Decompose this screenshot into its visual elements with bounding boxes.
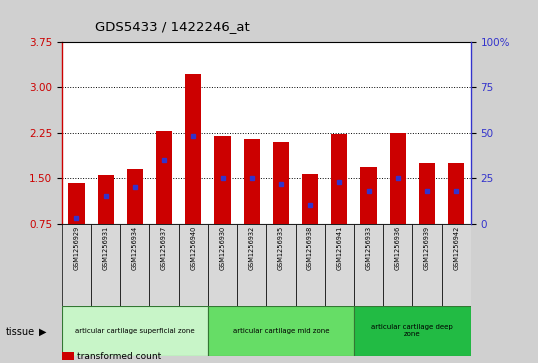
Bar bbox=[127, 169, 143, 224]
FancyBboxPatch shape bbox=[62, 224, 91, 306]
FancyBboxPatch shape bbox=[179, 224, 208, 306]
FancyBboxPatch shape bbox=[442, 224, 471, 306]
FancyBboxPatch shape bbox=[208, 306, 354, 356]
FancyBboxPatch shape bbox=[91, 224, 121, 306]
FancyBboxPatch shape bbox=[237, 224, 266, 306]
Text: GSM1256942: GSM1256942 bbox=[453, 226, 459, 270]
Bar bbox=[185, 74, 201, 224]
Bar bbox=[419, 163, 435, 224]
Text: tissue: tissue bbox=[5, 327, 34, 337]
FancyBboxPatch shape bbox=[325, 224, 354, 306]
Bar bbox=[273, 142, 289, 224]
Text: articular cartilage mid zone: articular cartilage mid zone bbox=[232, 328, 329, 334]
Bar bbox=[215, 136, 230, 224]
Text: GSM1256940: GSM1256940 bbox=[190, 226, 196, 270]
Text: GSM1256934: GSM1256934 bbox=[132, 226, 138, 270]
FancyBboxPatch shape bbox=[121, 224, 150, 306]
Text: GSM1256938: GSM1256938 bbox=[307, 226, 313, 270]
Text: GSM1256935: GSM1256935 bbox=[278, 226, 284, 270]
Text: GDS5433 / 1422246_at: GDS5433 / 1422246_at bbox=[95, 20, 250, 33]
Bar bbox=[448, 163, 464, 224]
Bar bbox=[390, 132, 406, 224]
FancyBboxPatch shape bbox=[62, 306, 208, 356]
Text: GSM1256936: GSM1256936 bbox=[395, 226, 401, 270]
Bar bbox=[244, 139, 260, 224]
Text: GSM1256933: GSM1256933 bbox=[365, 226, 372, 270]
FancyBboxPatch shape bbox=[150, 224, 179, 306]
Text: GSM1256937: GSM1256937 bbox=[161, 226, 167, 270]
Text: GSM1256930: GSM1256930 bbox=[220, 226, 225, 270]
Text: articular cartilage superficial zone: articular cartilage superficial zone bbox=[75, 328, 195, 334]
FancyBboxPatch shape bbox=[208, 224, 237, 306]
Text: GSM1256939: GSM1256939 bbox=[424, 226, 430, 270]
Text: ▶: ▶ bbox=[39, 327, 46, 337]
Text: transformed count: transformed count bbox=[77, 352, 161, 360]
FancyBboxPatch shape bbox=[412, 224, 442, 306]
Text: GSM1256932: GSM1256932 bbox=[249, 226, 254, 270]
Text: GSM1256931: GSM1256931 bbox=[103, 226, 109, 270]
Bar bbox=[68, 183, 84, 224]
Bar bbox=[302, 174, 318, 224]
Bar bbox=[156, 131, 172, 224]
Bar bbox=[331, 134, 348, 224]
Text: GSM1256929: GSM1256929 bbox=[74, 226, 80, 270]
Text: GSM1256941: GSM1256941 bbox=[336, 226, 342, 270]
FancyBboxPatch shape bbox=[354, 306, 471, 356]
FancyBboxPatch shape bbox=[383, 224, 412, 306]
Text: articular cartilage deep
zone: articular cartilage deep zone bbox=[371, 325, 453, 338]
Bar bbox=[98, 175, 114, 224]
FancyBboxPatch shape bbox=[295, 224, 325, 306]
FancyBboxPatch shape bbox=[354, 224, 383, 306]
FancyBboxPatch shape bbox=[266, 224, 295, 306]
Bar bbox=[360, 167, 377, 224]
